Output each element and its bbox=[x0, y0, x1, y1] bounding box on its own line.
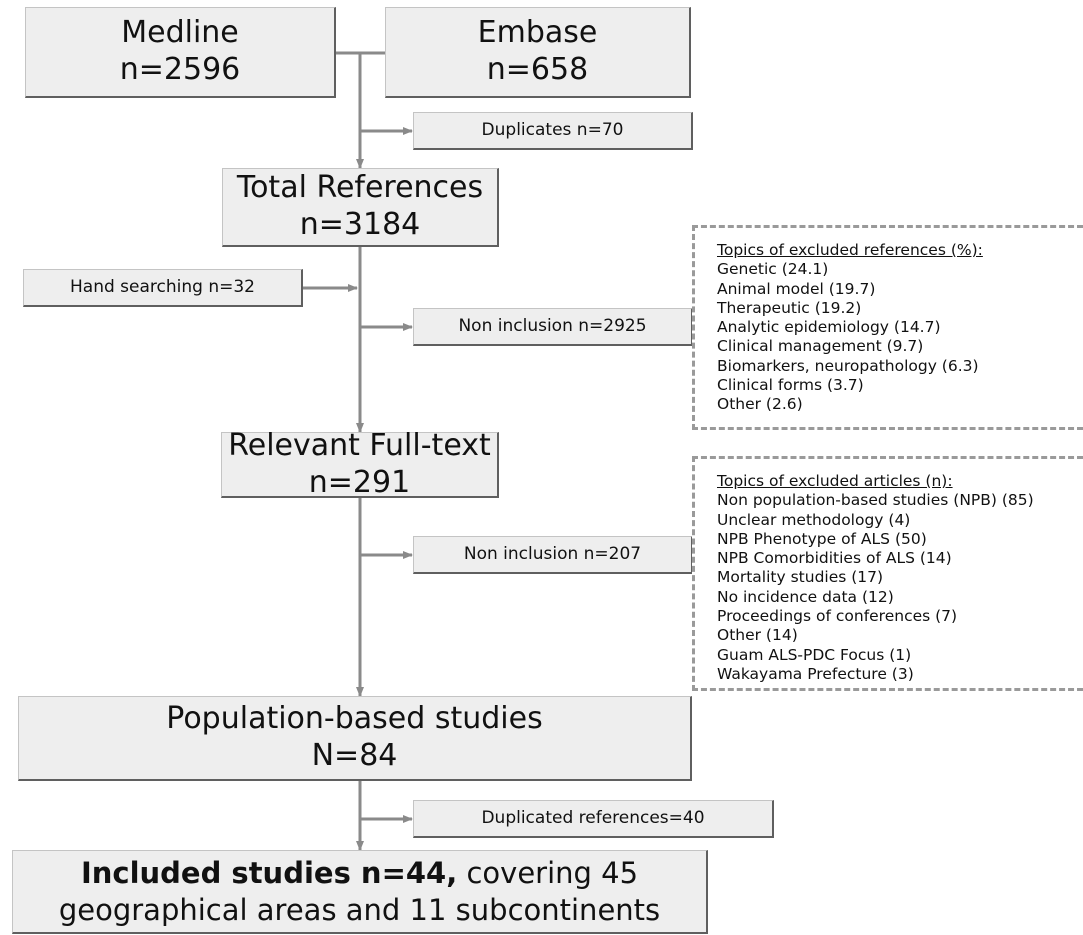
list-item: Other (2.6) bbox=[717, 395, 803, 414]
list-item: Biomarkers, neuropathology (6.3) bbox=[717, 356, 979, 375]
included-line-2: geographical areas and 11 subcontinents bbox=[58, 892, 661, 927]
total-references-label: Total References bbox=[236, 170, 484, 206]
list-item: Proceedings of conferences (7) bbox=[717, 607, 958, 626]
included-studies-box: Included studies n=44, covering 45 geogr… bbox=[12, 850, 708, 934]
list-item: Analytic epidemiology (14.7) bbox=[717, 318, 941, 337]
embase-box: Embase n=658 bbox=[385, 7, 691, 98]
medline-count: n=2596 bbox=[119, 52, 241, 87]
excluded-references-list: Genetic (24.1) Animal model (19.7) Thera… bbox=[717, 260, 1083, 414]
non-inclusion-2-label: Non inclusion n=207 bbox=[463, 544, 642, 565]
list-item: No incidence data (12) bbox=[717, 587, 894, 606]
duplicates-label: Duplicates n=70 bbox=[481, 120, 624, 141]
duplicates-box: Duplicates n=70 bbox=[413, 112, 693, 150]
list-item: Clinical management (9.7) bbox=[717, 337, 924, 356]
list-item: Other (14) bbox=[717, 626, 798, 645]
excluded-articles-panel: Topics of excluded articles (n): Non pop… bbox=[692, 456, 1083, 691]
hand-searching-label: Hand searching n=32 bbox=[70, 277, 255, 298]
list-item: Clinical forms (3.7) bbox=[717, 376, 864, 395]
list-item: NPB Comorbidities of ALS (14) bbox=[717, 549, 952, 568]
population-studies-label: Population-based studies bbox=[166, 701, 543, 737]
duplicated-refs-box: Duplicated references=40 bbox=[413, 800, 774, 838]
excluded-articles-title: Topics of excluded articles (n): bbox=[717, 472, 953, 490]
embase-label: Embase bbox=[477, 15, 598, 51]
excluded-articles-list: Non population-based studies (NPB) (85) … bbox=[717, 491, 1083, 684]
included-bold: Included studies n=44, bbox=[80, 856, 458, 891]
relevant-fulltext-box: Relevant Full-text n=291 bbox=[221, 428, 499, 500]
list-item: Mortality studies (17) bbox=[717, 568, 884, 587]
duplicated-refs-label: Duplicated references=40 bbox=[481, 808, 705, 829]
population-studies-box: Population-based studies N=84 bbox=[18, 696, 692, 781]
list-item: Guam ALS-PDC Focus (1) bbox=[717, 645, 912, 664]
excluded-references-title: Topics of excluded references (%): bbox=[717, 241, 983, 259]
relevant-fulltext-label: Relevant Full-text bbox=[228, 427, 491, 463]
list-item: NPB Phenotype of ALS (50) bbox=[717, 529, 927, 548]
medline-label: Medline bbox=[121, 15, 239, 51]
hand-searching-box: Hand searching n=32 bbox=[23, 269, 303, 307]
total-references-count: n=3184 bbox=[299, 207, 421, 242]
list-item: Non population-based studies (NPB) (85) bbox=[717, 491, 1034, 510]
non-inclusion-1-label: Non inclusion n=2925 bbox=[458, 316, 647, 337]
population-studies-count: N=84 bbox=[311, 738, 398, 773]
relevant-fulltext-count: n=291 bbox=[308, 464, 411, 500]
excluded-references-panel: Topics of excluded references (%): Genet… bbox=[692, 225, 1083, 430]
embase-count: n=658 bbox=[486, 52, 589, 87]
list-item: Unclear methodology (4) bbox=[717, 510, 911, 529]
list-item: Animal model (19.7) bbox=[717, 279, 876, 298]
non-inclusion-1-box: Non inclusion n=2925 bbox=[413, 308, 693, 346]
non-inclusion-2-box: Non inclusion n=207 bbox=[413, 536, 693, 574]
included-rest: covering 45 bbox=[457, 856, 639, 891]
included-line-1: Included studies n=44, covering 45 bbox=[81, 855, 638, 891]
list-item: Genetic (24.1) bbox=[717, 260, 829, 279]
list-item: Therapeutic (19.2) bbox=[717, 298, 862, 317]
medline-box: Medline n=2596 bbox=[25, 7, 336, 98]
list-item: Wakayama Prefecture (3) bbox=[717, 664, 914, 683]
total-references-box: Total References n=3184 bbox=[222, 168, 499, 247]
